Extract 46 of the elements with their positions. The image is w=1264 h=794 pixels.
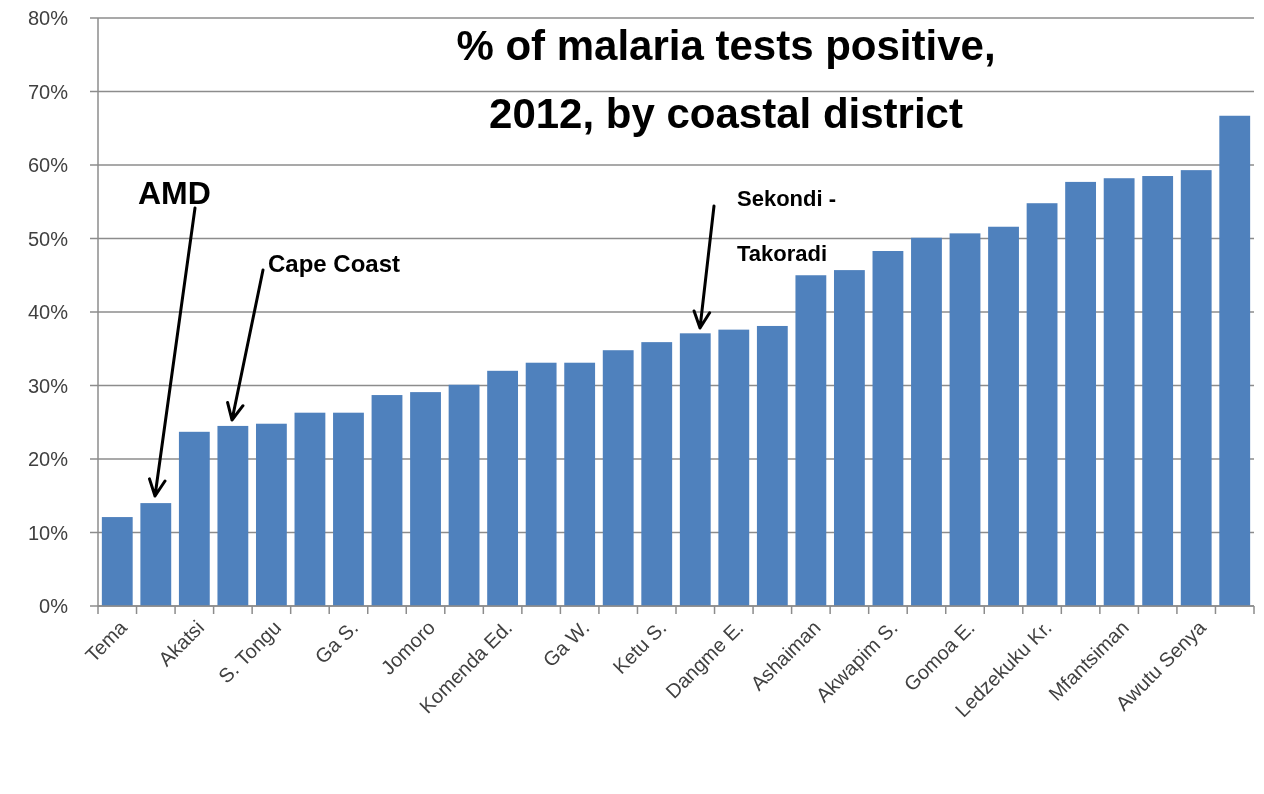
y-tick-label: 40% — [27, 301, 69, 323]
bar — [217, 425, 249, 606]
bar — [294, 412, 326, 606]
bar — [140, 503, 172, 606]
bar — [564, 362, 596, 606]
y-tick-label: 10% — [27, 521, 69, 544]
y-tick-label: 60% — [27, 154, 69, 176]
bar — [178, 431, 210, 606]
bar — [1142, 176, 1174, 606]
bar — [679, 333, 711, 606]
bar — [718, 329, 750, 606]
y-tick-label: 30% — [27, 374, 69, 397]
bar — [756, 325, 788, 606]
bar — [795, 275, 827, 606]
bar — [333, 412, 364, 606]
annotation: Cape Coast — [268, 250, 401, 277]
bar — [1026, 203, 1058, 606]
bar — [833, 270, 865, 606]
bar — [602, 350, 634, 606]
bar — [988, 226, 1019, 606]
bar — [1103, 178, 1135, 606]
bar — [949, 233, 981, 606]
bar — [872, 251, 904, 606]
bar — [448, 384, 480, 606]
bar — [255, 423, 287, 606]
bar — [525, 362, 557, 606]
bar — [1180, 170, 1212, 606]
y-tick-label: 20% — [27, 448, 69, 470]
y-tick-label: 50% — [27, 227, 69, 250]
x-tick-label: Ketu S. — [608, 616, 671, 679]
y-tick-label: 0% — [39, 595, 69, 617]
bar — [911, 237, 942, 606]
annotation: AMD — [138, 175, 211, 211]
bar — [101, 517, 133, 606]
y-tick-label: 70% — [27, 80, 69, 103]
bar — [641, 342, 673, 606]
y-tick-label: 80% — [27, 7, 69, 29]
x-tick-label: Ga W. — [538, 616, 594, 672]
bar — [487, 370, 519, 606]
text: Sekondi - Takoradi — [737, 186, 837, 266]
bar — [1219, 115, 1251, 606]
bar — [410, 392, 441, 606]
bar — [1065, 181, 1097, 606]
x-tick-label: Ga S. — [310, 616, 363, 668]
bar — [371, 395, 403, 606]
text: % of malaria tests positive, 2012, by coastal district — [456, 22, 996, 137]
